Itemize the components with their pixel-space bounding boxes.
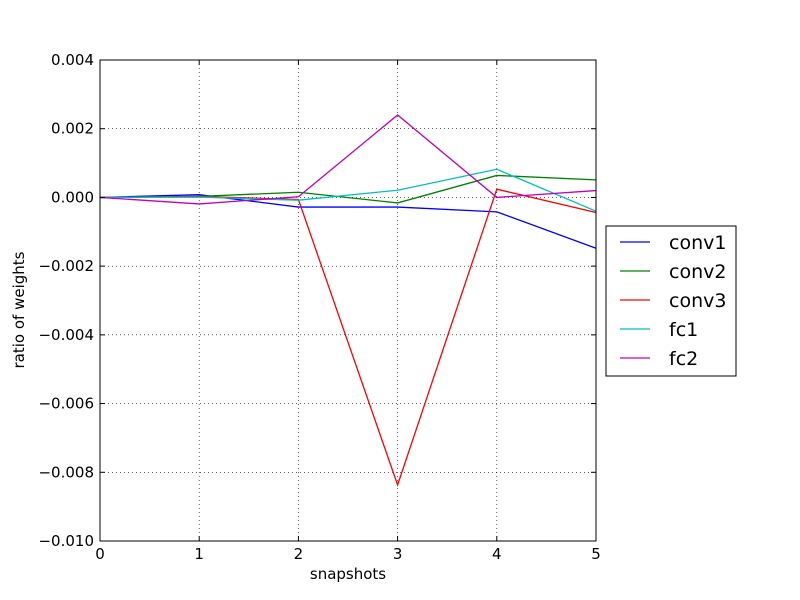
x-tick-label: 3 <box>393 545 403 563</box>
legend-label-fc2: fc2 <box>669 348 698 370</box>
legend-label-fc1: fc1 <box>669 319 698 341</box>
y-tick-label: −0.006 <box>38 395 94 413</box>
y-tick-label: −0.008 <box>38 463 94 481</box>
series-layer <box>99 114 597 488</box>
grid-lines <box>100 60 596 541</box>
x-tick-label: 2 <box>294 545 304 563</box>
series-line-fc2 <box>99 114 597 205</box>
series-line-conv1 <box>99 194 597 249</box>
x-tick-label: 5 <box>591 545 601 563</box>
y-tick-label: −0.004 <box>38 326 94 344</box>
legend-label-conv3: conv3 <box>669 290 726 312</box>
legend-box <box>605 225 737 377</box>
axis-ticks: 0 1 2 3 4 5 0.004 0.002 0.000 −0.002 −0.004 −0.006 −… <box>38 51 600 563</box>
y-tick-label: −0.010 <box>38 532 94 550</box>
legend-label-conv1: conv1 <box>669 232 726 254</box>
y-tick-label: −0.002 <box>38 257 94 275</box>
x-axis-label: snapshots <box>310 565 386 583</box>
y-axis-label: ratio of weights <box>10 251 28 368</box>
x-tick-label: 1 <box>194 545 204 563</box>
y-tick-label: 0.004 <box>51 51 94 69</box>
plot-frame <box>99 59 597 542</box>
y-tick-label: 0.000 <box>51 188 94 206</box>
series-line-fc1 <box>99 168 597 212</box>
legend: conv1 conv2 conv3 fc1 fc2 <box>605 225 737 377</box>
x-tick-label: 4 <box>492 545 502 563</box>
y-tick-label: 0.002 <box>51 120 94 138</box>
legend-label-conv2: conv2 <box>669 261 726 283</box>
x-tick-label: 0 <box>95 545 105 563</box>
